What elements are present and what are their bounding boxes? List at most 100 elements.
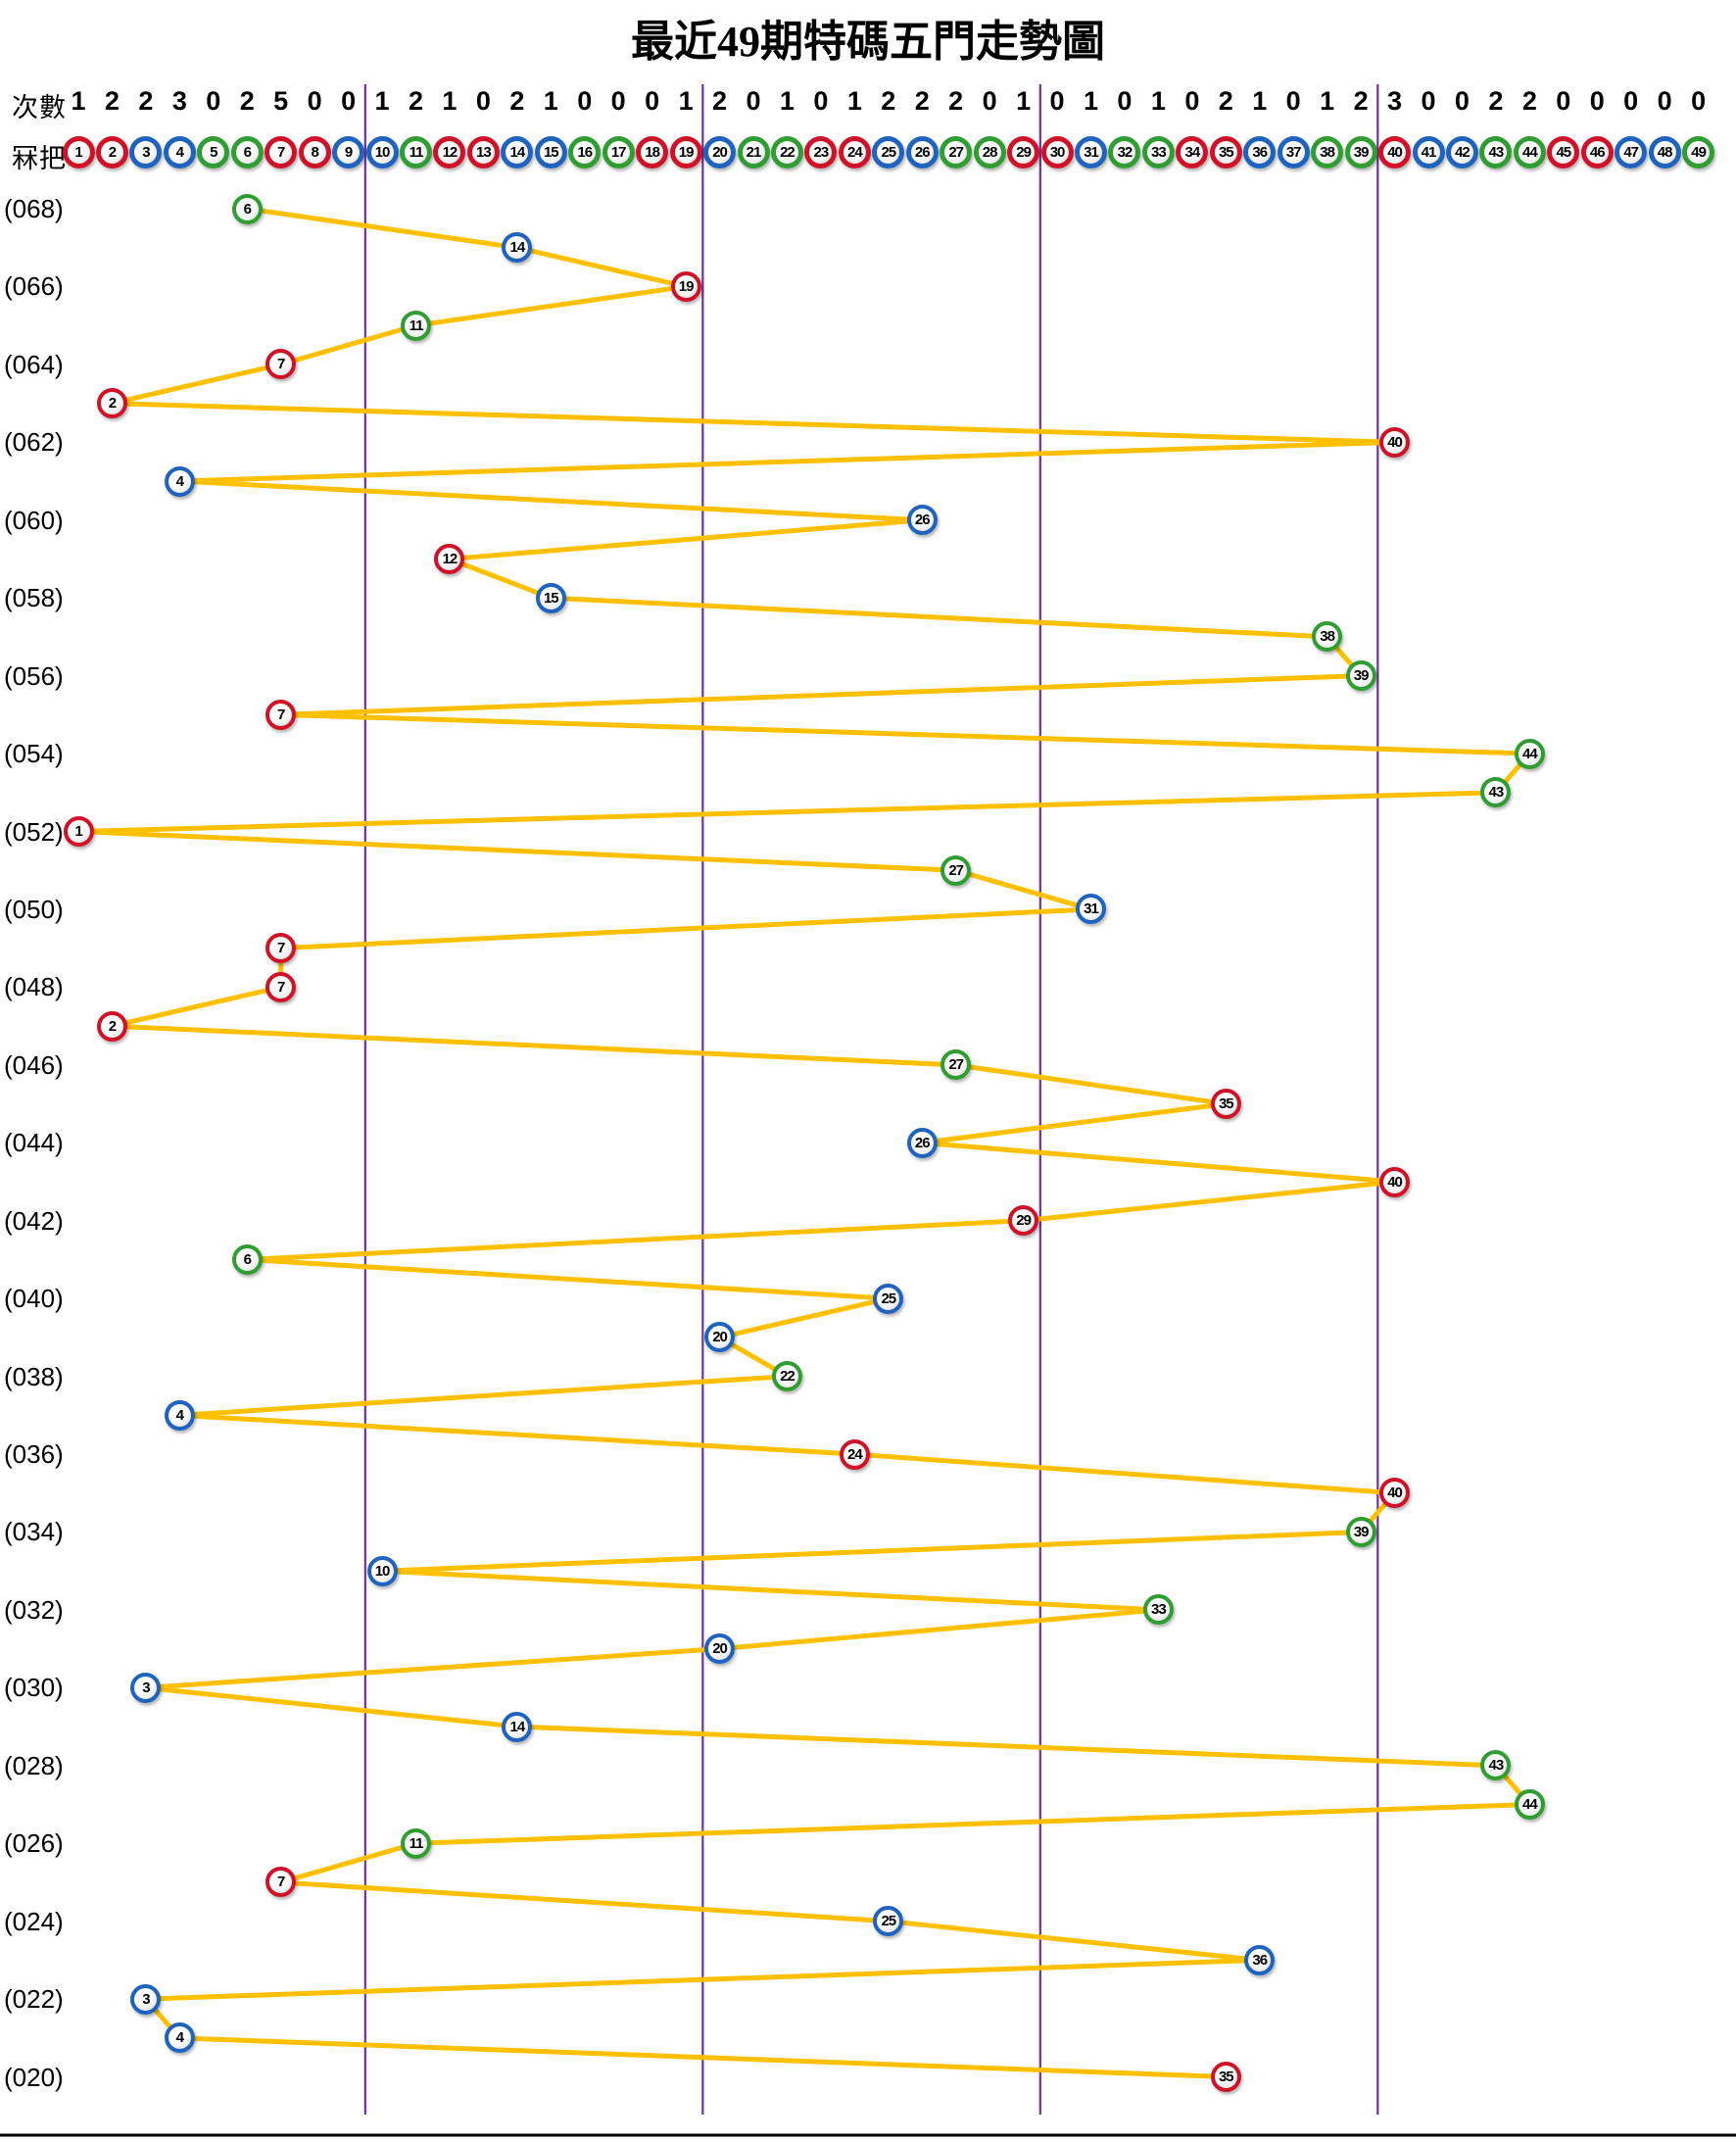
row-label: (024) bbox=[4, 1906, 64, 1936]
count-value: 3 bbox=[171, 86, 187, 116]
count-value: 0 bbox=[1623, 86, 1639, 116]
header-ball: 1 bbox=[62, 135, 95, 169]
header-ball: 18 bbox=[636, 135, 669, 169]
trend-polyline bbox=[75, 206, 1532, 2080]
header-ball: 26 bbox=[905, 135, 939, 169]
chart-ball: 44 bbox=[1514, 738, 1545, 769]
count-value: 2 bbox=[138, 86, 154, 116]
header-ball: 9 bbox=[332, 135, 365, 169]
header-ball: 15 bbox=[534, 135, 567, 169]
page-title: 最近49期特碼五門走勢圖 bbox=[631, 18, 1105, 66]
count-value: 0 bbox=[1421, 86, 1436, 116]
header-ball: 40 bbox=[1378, 135, 1412, 169]
count-value: 0 bbox=[645, 86, 660, 116]
count-value: 0 bbox=[1691, 86, 1707, 116]
count-value: 2 bbox=[104, 86, 120, 116]
chart-ball: 7 bbox=[265, 933, 297, 964]
row-label: (060) bbox=[4, 505, 64, 535]
count-value: 1 bbox=[1252, 86, 1268, 116]
header-ball: 3 bbox=[129, 135, 163, 169]
chart-ball: 7 bbox=[265, 1867, 297, 1898]
header-ball: 48 bbox=[1648, 135, 1681, 169]
chart-ball: 20 bbox=[704, 1322, 736, 1353]
chart-ball: 39 bbox=[1345, 1516, 1376, 1547]
count-value: 0 bbox=[1285, 86, 1301, 116]
row-label: (058) bbox=[4, 583, 64, 613]
count-value: 0 bbox=[206, 86, 221, 116]
chart-ball: 40 bbox=[1379, 426, 1411, 458]
chart-ball: 7 bbox=[265, 349, 297, 380]
chart-ball: 6 bbox=[231, 1243, 263, 1275]
count-value: 0 bbox=[1184, 86, 1200, 116]
row-label: (036) bbox=[4, 1439, 64, 1470]
row-label: (054) bbox=[4, 739, 64, 769]
count-value: 0 bbox=[746, 86, 761, 116]
chart-ball: 25 bbox=[873, 1906, 904, 1937]
chart-ball: 2 bbox=[96, 388, 127, 419]
count-value: 0 bbox=[577, 86, 593, 116]
header-ball: 34 bbox=[1176, 135, 1209, 169]
chart-ball: 22 bbox=[771, 1361, 802, 1392]
header-ball: 28 bbox=[973, 135, 1006, 169]
header-ball: 7 bbox=[265, 135, 298, 169]
chart-ball: 2 bbox=[96, 1010, 127, 1042]
count-value: 0 bbox=[610, 86, 626, 116]
chart-ball: 11 bbox=[401, 1827, 431, 1859]
chart-ball: 25 bbox=[873, 1283, 904, 1314]
chart-ball: 7 bbox=[265, 971, 297, 1002]
chart-ball: 40 bbox=[1379, 1478, 1411, 1509]
chart-ball: 29 bbox=[1008, 1205, 1039, 1237]
header-ball: 27 bbox=[940, 135, 973, 169]
count-value: 1 bbox=[678, 86, 694, 116]
header-ball: 17 bbox=[602, 135, 635, 169]
count-value: 1 bbox=[442, 86, 458, 116]
balls-row-caption: 冧把 bbox=[12, 144, 67, 173]
chart-ball: 35 bbox=[1210, 1089, 1241, 1120]
chart-ball: 26 bbox=[906, 505, 938, 536]
chart-ball: 33 bbox=[1142, 1594, 1174, 1626]
count-value: 1 bbox=[71, 86, 86, 116]
row-label: (062) bbox=[4, 427, 64, 458]
row-label: (050) bbox=[4, 894, 64, 924]
chart-ball: 15 bbox=[535, 582, 566, 613]
header-ball: 41 bbox=[1412, 135, 1445, 169]
header-ball: 12 bbox=[433, 135, 466, 169]
count-value: 1 bbox=[374, 86, 390, 116]
count-value: 1 bbox=[1083, 86, 1099, 116]
chart-ball: 3 bbox=[130, 1672, 162, 1703]
header-ball: 43 bbox=[1479, 135, 1513, 169]
header-ball: 31 bbox=[1075, 135, 1107, 169]
count-value: 0 bbox=[1049, 86, 1065, 116]
row-label: (048) bbox=[4, 972, 64, 1002]
count-value: 0 bbox=[813, 86, 829, 116]
chart-ball: 10 bbox=[366, 1555, 398, 1586]
chart-ball: 19 bbox=[670, 270, 701, 302]
count-value: 2 bbox=[408, 86, 424, 116]
count-value: 0 bbox=[1556, 86, 1571, 116]
chart-ball: 4 bbox=[164, 1399, 195, 1431]
count-value: 2 bbox=[881, 86, 896, 116]
header-ball: 11 bbox=[400, 135, 432, 169]
count-value: 1 bbox=[1150, 86, 1166, 116]
chart-ball: 11 bbox=[401, 310, 431, 341]
count-value: 0 bbox=[1589, 86, 1605, 116]
chart-ball: 20 bbox=[704, 1633, 736, 1665]
row-label: (068) bbox=[4, 194, 64, 223]
row-label: (034) bbox=[4, 1517, 64, 1547]
header-ball: 24 bbox=[838, 135, 871, 169]
chart-ball: 43 bbox=[1480, 1750, 1512, 1781]
row-label: (056) bbox=[4, 660, 64, 691]
chart-ball: 4 bbox=[164, 465, 195, 497]
chart-ball: 7 bbox=[265, 699, 297, 730]
header-ball: 13 bbox=[466, 135, 500, 169]
chart-ball: 14 bbox=[502, 1711, 533, 1742]
header-ball: 46 bbox=[1580, 135, 1614, 169]
count-value: 2 bbox=[1218, 86, 1233, 116]
chart-ball: 27 bbox=[940, 1049, 972, 1081]
count-value: 3 bbox=[1387, 86, 1403, 116]
chart-ball: 35 bbox=[1210, 2062, 1241, 2093]
count-value: 0 bbox=[1657, 86, 1672, 116]
count-value: 2 bbox=[1353, 86, 1369, 116]
header-ball: 47 bbox=[1615, 135, 1648, 169]
